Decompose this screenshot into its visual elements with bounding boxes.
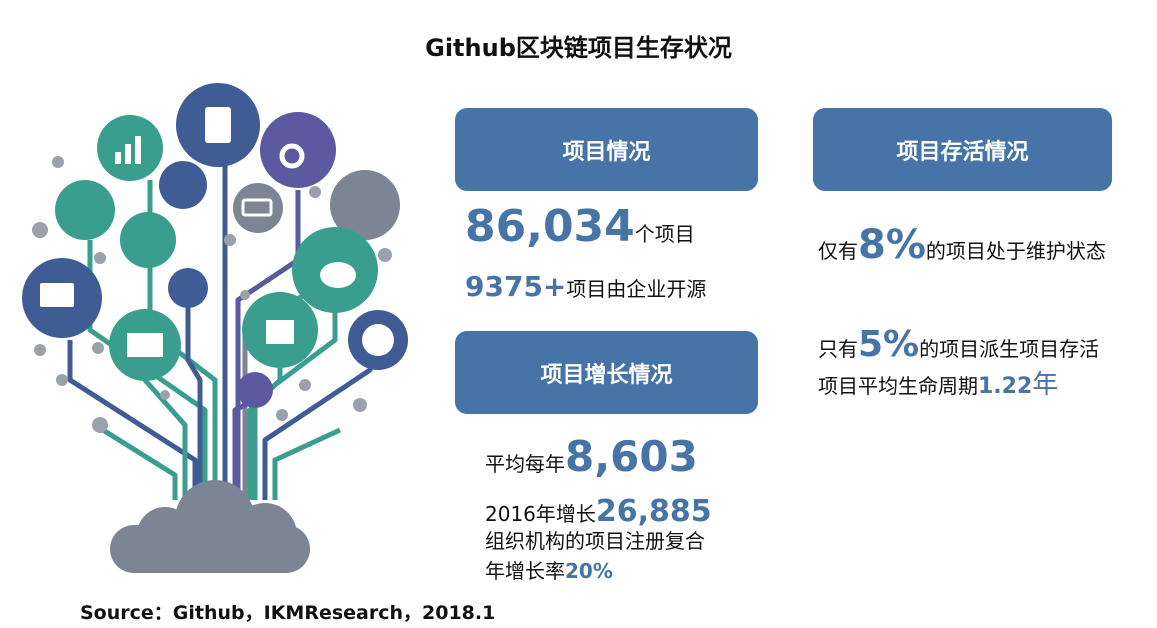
stat-value: 8,603 — [565, 432, 698, 481]
stat-text: 仅有 — [818, 239, 858, 263]
illustration — [22, 83, 408, 573]
stat-text: 只有 — [818, 337, 858, 361]
stat-value: 20% — [565, 559, 613, 583]
stat-value: 86,034 — [465, 201, 635, 252]
stat-unit: 年 — [1032, 370, 1059, 400]
stat-value: 1.22 — [978, 374, 1033, 399]
stat-text: 的项目派生项目存活 — [919, 337, 1100, 361]
panel-heading: 项目存活情况 — [813, 108, 1112, 191]
stat-text: 2016年增长 — [485, 502, 596, 526]
panel-heading: 项目情况 — [455, 108, 758, 191]
stat-text: 项目平均生命周期 — [818, 374, 978, 398]
stat-line: 仅有8%的项目处于维护状态 — [818, 225, 1138, 268]
stat-value: 9375+ — [465, 270, 567, 303]
stat-text: 的项目处于维护状态 — [925, 239, 1106, 263]
stat-line: 只有5%的项目派生项目存活 — [818, 327, 1148, 366]
stat-line: 2016年增长26,885 — [485, 495, 785, 531]
stat-line: 组织机构的项目注册复合年增长率20% — [485, 526, 710, 586]
stat-value: 8% — [858, 222, 926, 268]
source: Source：Github，IKMResearch，2018.1 — [80, 602, 496, 624]
stat-line: 平均每年8,603 — [485, 436, 785, 481]
stat-text: 个项目 — [634, 222, 695, 246]
stat-text: 项目由企业开源 — [566, 277, 707, 301]
stat-value: 26,885 — [595, 494, 712, 529]
stat-line: 项目平均生命周期1.22年 — [818, 368, 1148, 404]
stat-text: 平均每年 — [485, 452, 565, 476]
stat-line: 86,034个项目 — [465, 205, 765, 251]
stat-value: 5% — [858, 324, 920, 365]
panel-heading: 项目增长情况 — [455, 331, 758, 414]
title: Github区块链项目生存状况 — [425, 34, 732, 62]
stat-line: 9375+项目由企业开源 — [465, 270, 765, 306]
stat-text: 组织机构的项目注册复合年增长率 — [485, 529, 705, 583]
